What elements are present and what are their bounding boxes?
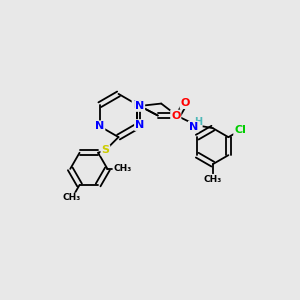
Text: H: H [194,117,202,127]
Text: CH₃: CH₃ [113,164,132,173]
Text: O: O [181,98,190,108]
Text: N: N [135,120,144,130]
Text: N: N [135,101,144,111]
Text: N: N [133,100,142,110]
Text: CH₃: CH₃ [204,175,222,184]
Text: N: N [189,122,198,132]
Text: CH₃: CH₃ [63,194,81,202]
Text: N: N [95,121,104,131]
Text: Cl: Cl [234,125,246,135]
Text: S: S [101,145,109,155]
Text: O: O [171,110,181,121]
